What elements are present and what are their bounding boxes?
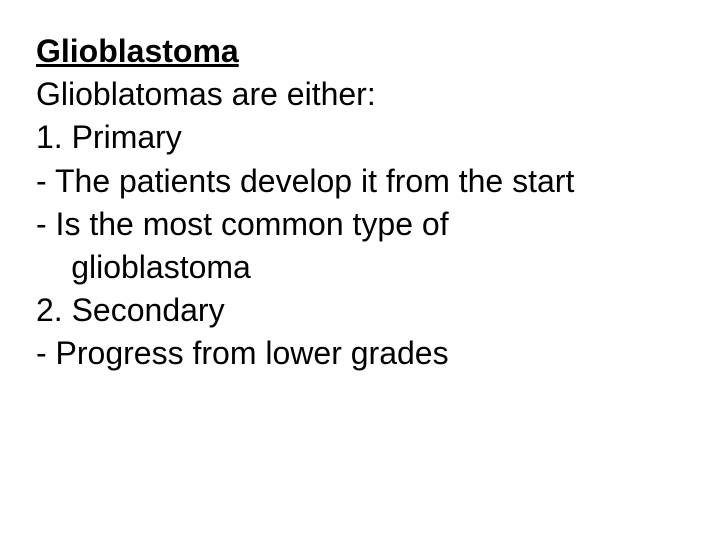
slide: Glioblastoma Glioblatomas are either: 1.…: [0, 0, 720, 540]
list-item-2-bullet-1: - Progress from lower grades: [36, 332, 684, 375]
list-item-1-bullet-2-line2: glioblastoma: [36, 246, 684, 289]
list-item-1-number: 1. Primary: [36, 116, 684, 159]
list-item-1-bullet-2-line1: - Is the most common type of: [36, 203, 684, 246]
list-item-2-number: 2. Secondary: [36, 289, 684, 332]
intro-text: Glioblatomas are either:: [36, 73, 684, 116]
slide-title: Glioblastoma: [36, 30, 684, 73]
list-item-1-bullet-1: - The patients develop it from the start: [36, 160, 684, 203]
